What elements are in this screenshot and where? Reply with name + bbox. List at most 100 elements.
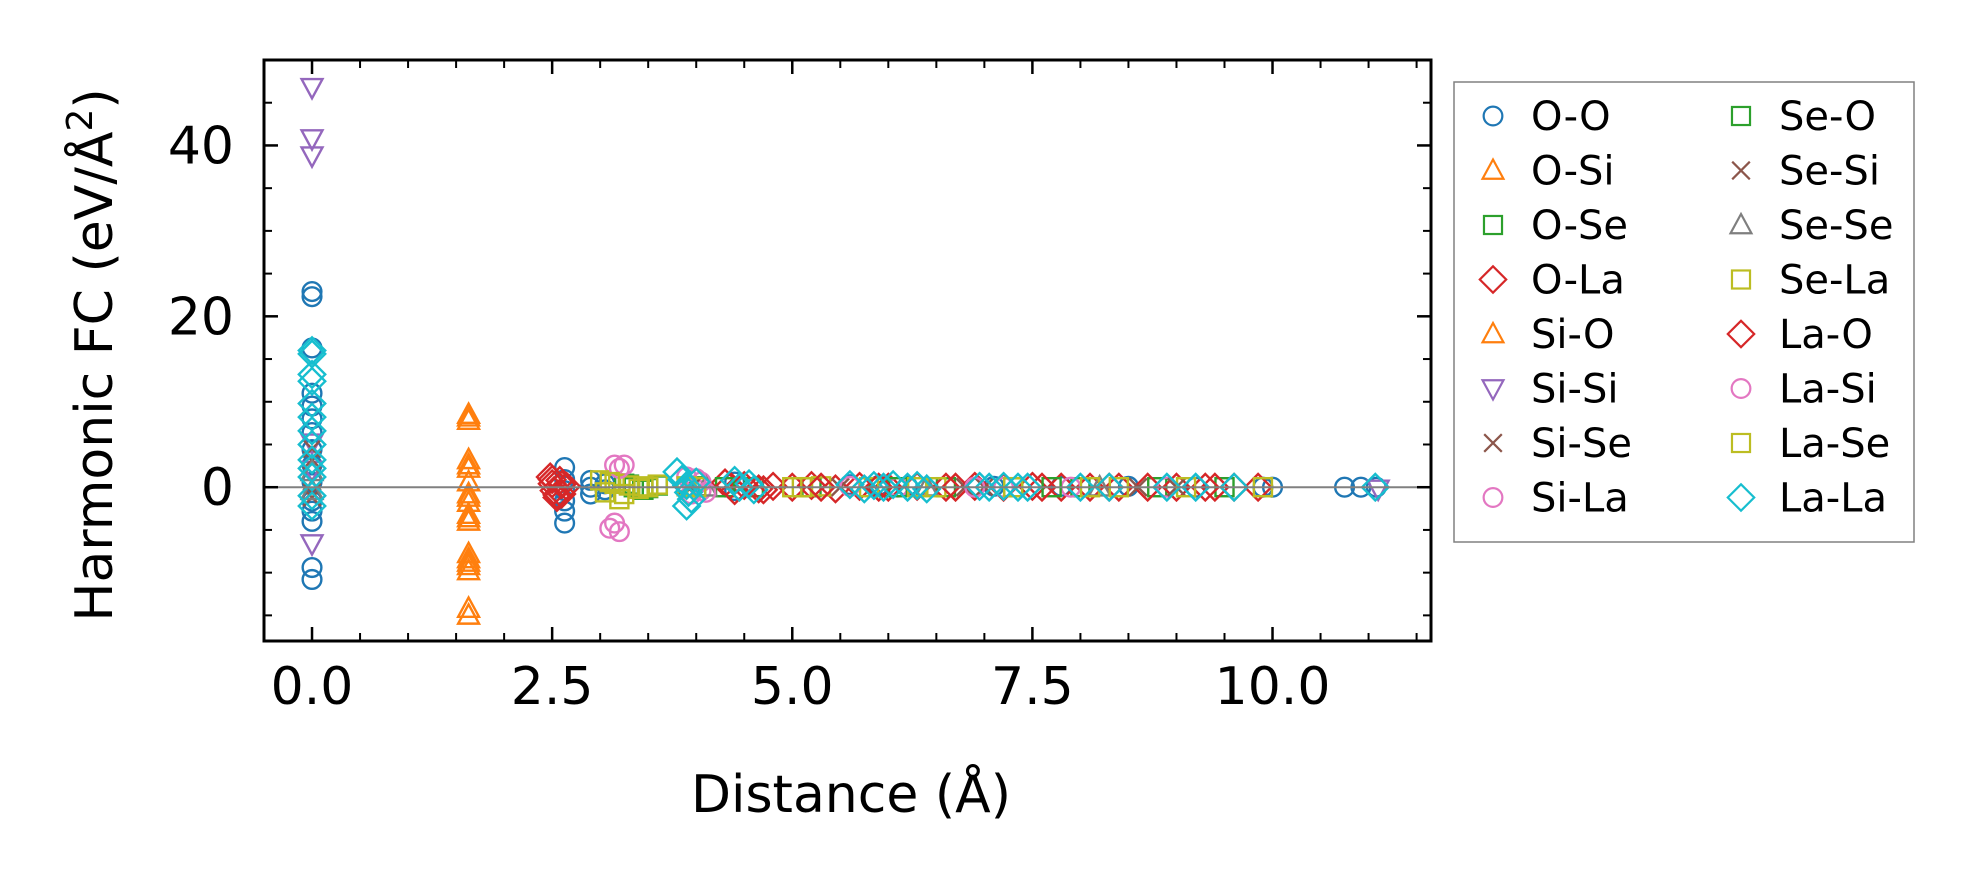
x-tick-label: 5.0 (751, 657, 834, 717)
y-axis-label-main: Harmonic FC (eV/Å (63, 131, 125, 622)
data-point (456, 446, 482, 470)
y-axis-label-sup: 2 (60, 109, 101, 132)
data-point (844, 471, 875, 502)
data-point (301, 510, 323, 532)
data-point (537, 464, 568, 495)
x-tick-label: 0.0 (271, 657, 354, 717)
data-point (456, 504, 482, 528)
x-axis-label: Distance (Å) (691, 763, 1011, 825)
data-point (301, 286, 323, 308)
data-point (456, 454, 482, 478)
data-point (940, 472, 971, 503)
data-point (301, 408, 323, 430)
legend-label: Se-La (1779, 258, 1890, 304)
data-point (297, 444, 327, 475)
legend-label: O-Se (1531, 203, 1628, 249)
y-axis-label: Harmonic FC (eV/Å2) (60, 88, 125, 621)
legend-item: Se-La (1730, 258, 1890, 304)
axes-layer: 0.0 2.5 5.0 7.5 10.0 0 20 40 (168, 58, 1433, 717)
legend-label: Se-Si (1779, 149, 1880, 195)
data-point (456, 552, 482, 576)
x-tick-label: 7.5 (991, 657, 1074, 717)
data-point (456, 557, 482, 581)
legend-marker (1730, 432, 1752, 454)
data-point (1365, 479, 1391, 503)
data-point (301, 280, 323, 303)
data-point (299, 129, 325, 153)
data-point (297, 491, 327, 521)
legend-label: O-O (1531, 94, 1611, 140)
legend-item: La-Se (1730, 421, 1890, 467)
data-point (297, 335, 327, 366)
data-point (681, 467, 712, 497)
data-point (988, 471, 1019, 502)
data-point (796, 470, 827, 501)
data-point (1094, 472, 1125, 503)
data-point (299, 77, 325, 101)
data-point (456, 545, 482, 569)
legend-label: La-O (1779, 312, 1873, 358)
data-point (1065, 472, 1096, 503)
data-point (299, 534, 325, 558)
legend-marker (1730, 378, 1752, 399)
legend-label: La-Se (1779, 421, 1890, 467)
y-axis-label-close: ) (65, 88, 125, 108)
data-point (964, 471, 995, 502)
legend-marker (1730, 269, 1752, 290)
data-point (456, 601, 482, 625)
series-o-si (456, 401, 482, 625)
legend-marker (1730, 105, 1752, 127)
legend-marker (1478, 264, 1508, 295)
legend-label: Se-Se (1779, 203, 1893, 249)
series-la-la (297, 335, 1391, 521)
data-point (599, 517, 621, 539)
legend-item: Si-O (1480, 312, 1615, 358)
data-point (1017, 471, 1048, 502)
y-tick-label: 40 (168, 116, 234, 176)
data-point (297, 429, 327, 460)
data-point (599, 471, 620, 493)
data-point (671, 491, 702, 521)
data-point (456, 403, 482, 427)
data-point (297, 462, 327, 492)
legend-item: O-Si (1480, 149, 1615, 195)
x-tick-label: 2.5 (511, 657, 594, 717)
data-point (902, 470, 933, 501)
x-tick-label: 10.0 (1215, 657, 1331, 717)
legend-label: Si-Se (1531, 421, 1632, 467)
legend-marker (1482, 487, 1504, 508)
data-point (456, 548, 482, 572)
legend-item: Si-Se (1483, 421, 1632, 467)
legend-item: Se-Se (1728, 203, 1893, 249)
data-point (301, 421, 323, 444)
legend-marker (1482, 214, 1504, 236)
data-point (1360, 472, 1391, 503)
data-point (456, 407, 482, 431)
data-point (456, 507, 482, 531)
data-point (456, 595, 482, 618)
data-point (297, 359, 327, 390)
data-point (911, 474, 942, 504)
series-si-o (456, 403, 482, 576)
legend-item: O-Se (1482, 203, 1628, 249)
data-point (1190, 472, 1221, 503)
legend-marker (1480, 320, 1506, 344)
data-point (546, 469, 577, 500)
marks-layer (297, 77, 1391, 625)
legend-marker (1482, 105, 1504, 127)
legend-item: Se-O (1730, 94, 1876, 140)
legend-label: O-La (1531, 258, 1625, 304)
y-tick-label: 0 (201, 458, 234, 518)
legend-label: Si-La (1531, 476, 1629, 522)
data-point (554, 512, 576, 534)
data-point (1243, 472, 1274, 503)
legend-item: Se-Si (1731, 149, 1880, 195)
data-point (613, 483, 635, 505)
data-point (456, 480, 482, 504)
legend-marker (1726, 319, 1756, 349)
data-point (931, 472, 961, 503)
legend-label: La-La (1779, 476, 1887, 522)
legend-item: O-La (1478, 258, 1625, 304)
data-point (297, 415, 327, 446)
